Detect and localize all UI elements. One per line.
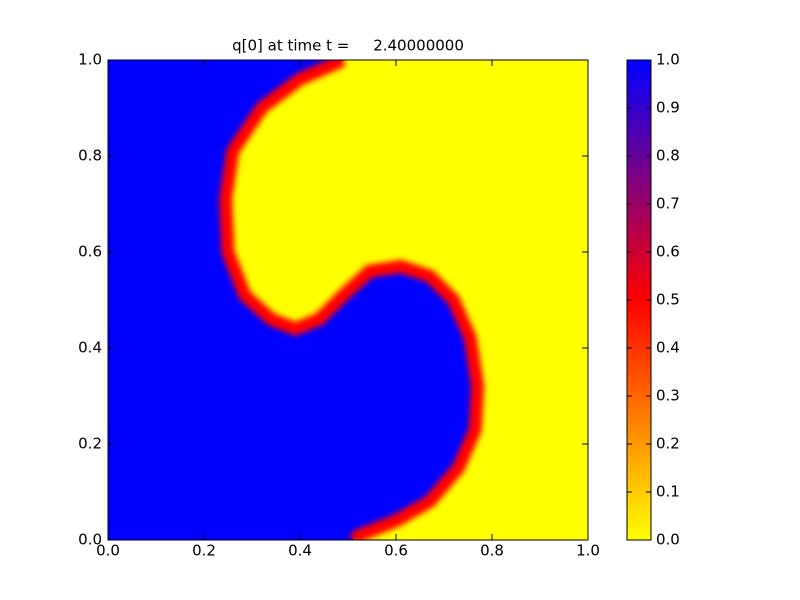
colorbar-tick-label: 0.4 (656, 339, 680, 357)
colorbar-tick-label: 0.6 (656, 243, 680, 261)
colorbar-tick-label: 0.7 (656, 195, 680, 213)
colorbar-tick-label: 1.0 (656, 51, 680, 69)
y-tick-label: 0.2 (78, 435, 102, 453)
x-tick-label: 0.6 (384, 542, 408, 560)
plot-frame (107, 59, 589, 541)
colorbar-tick-label: 0.5 (656, 291, 680, 309)
colorbar-tick-label: 0.8 (656, 147, 680, 165)
colorbar-tick-label: 0.9 (656, 99, 680, 117)
x-tick-label: 0.4 (288, 542, 312, 560)
y-tick-label: 0.4 (78, 339, 102, 357)
field (108, 60, 588, 540)
x-tick-label: 0.2 (192, 542, 216, 560)
colorbar-tick-label: 0.0 (656, 531, 680, 549)
x-tick-label: 0.0 (96, 542, 120, 560)
chart-title: q[0] at time t = 2.40000000 (232, 37, 464, 55)
contour-band (219, 60, 485, 540)
x-tick-label: 1.0 (576, 542, 600, 560)
inside-region (108, 60, 478, 540)
y-tick-label: 1.0 (78, 51, 102, 69)
y-tick-label: 0.6 (78, 243, 102, 261)
colorbar-tick-label: 0.1 (656, 483, 680, 501)
colorbar-tick-label: 0.2 (656, 435, 680, 453)
x-tick-label: 0.8 (480, 542, 504, 560)
y-tick-label: 0.8 (78, 147, 102, 165)
y-tick-label: 0.0 (78, 531, 102, 549)
colorbar-tick-label: 0.3 (656, 387, 680, 405)
